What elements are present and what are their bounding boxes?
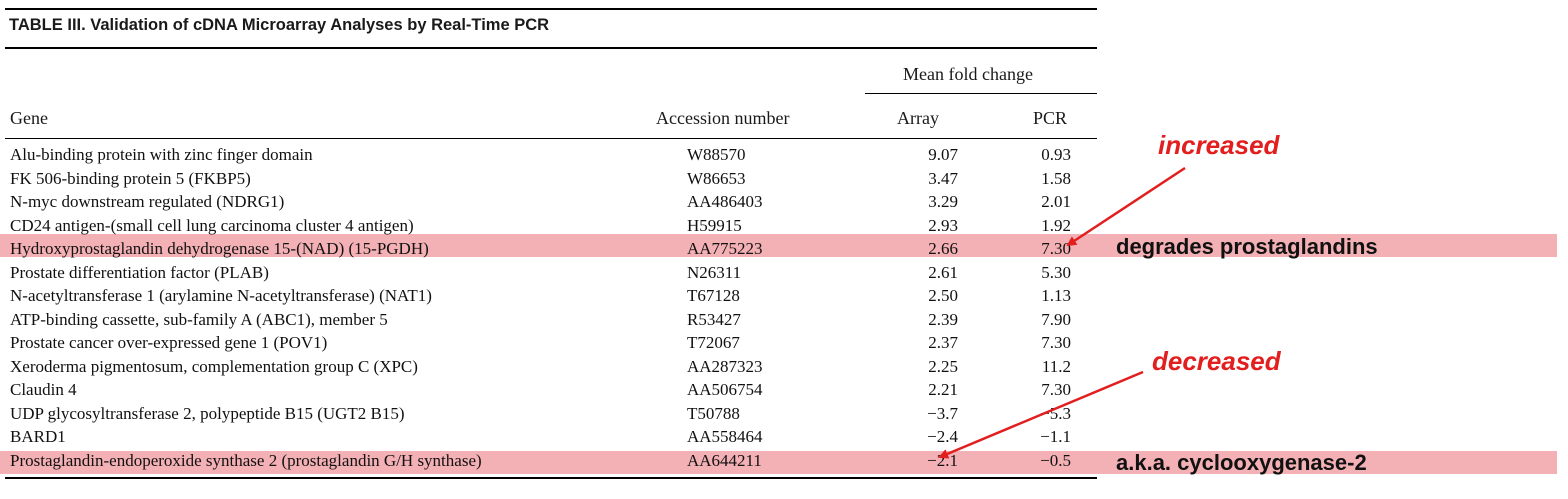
accession-cell: T50788 [687, 403, 740, 423]
array-fold-change-cell: 2.39 [928, 309, 958, 329]
pcr-fold-change-cell: 0.93 [1041, 145, 1071, 164]
decreased-arrow [938, 370, 1144, 459]
gene-cell: Prostate differentiation factor (PLAB) [10, 262, 269, 282]
row-highlight-15-pgdh [0, 234, 1557, 257]
table-caption: TABLE III. Validation of cDNA Microarray… [9, 16, 550, 34]
accession-cell: H59915 [687, 215, 742, 235]
gene-cell: Prostaglandin-endoperoxide synthase 2 (p… [10, 450, 482, 470]
accession-cell: T72067 [687, 333, 740, 352]
gene-cell: FK 506-binding protein 5 (FKBP5) [10, 168, 251, 188]
pcr-fold-change-cell: 1.13 [1041, 286, 1071, 305]
accession-cell: AA506754 [687, 380, 763, 399]
array-fold-change-cell: 2.50 [928, 286, 958, 305]
decreased-label: decreased [1152, 346, 1281, 376]
array-fold-change-cell: 2.61 [928, 262, 958, 282]
table-row: Prostaglandin-endoperoxide synthase 2 (p… [0, 449, 1097, 472]
array-fold-change-cell: −2.1 [927, 450, 958, 470]
pcr-fold-change-cell: 7.90 [1041, 309, 1071, 329]
pcr-fold-change-cell: 1.58 [1041, 168, 1071, 188]
array-fold-change-cell: 3.47 [928, 168, 958, 188]
pcr-fold-change-cell: 5.30 [1041, 262, 1071, 282]
table-row: Alu-binding protein with zinc finger dom… [0, 143, 1097, 166]
table-row: Prostate cancer over-expressed gene 1 (P… [0, 331, 1097, 354]
array-fold-change-cell: −2.4 [927, 427, 958, 446]
array-fold-change-cell: 2.37 [928, 333, 958, 352]
accession-cell: AA558464 [687, 427, 763, 446]
column-header-array: Array [897, 108, 939, 128]
table-row: UDP glycosyltransferase 2, polypeptide B… [0, 402, 1097, 425]
pcr-fold-change-cell: 7.30 [1041, 333, 1071, 352]
pcr-fold-change-cell: −0.5 [1040, 450, 1071, 470]
accession-cell: N26311 [687, 262, 742, 282]
gene-cell: Hydroxyprostaglandin dehydrogenase 15-(N… [10, 239, 429, 258]
gene-cell: Xeroderma pigmentosum, complementation g… [10, 356, 418, 376]
cyclooxygenase-note: a.k.a. cyclooxygenase-2 [1116, 450, 1367, 475]
table-row: BARD1 AA558464 −2.4 −1.1 [0, 425, 1097, 448]
gene-cell: Claudin 4 [10, 380, 77, 399]
column-header-accession: Accession number [656, 108, 790, 128]
gene-cell: CD24 antigen-(small cell lung carcinoma … [10, 215, 414, 235]
table-row: Hydroxyprostaglandin dehydrogenase 15-(N… [0, 237, 1097, 260]
gene-cell: UDP glycosyltransferase 2, polypeptide B… [10, 403, 405, 423]
row-highlight-cox2 [0, 451, 1557, 474]
array-fold-change-cell: 3.29 [928, 192, 958, 211]
table-row: FK 506-binding protein 5 (FKBP5) W86653 3.… [0, 167, 1097, 190]
column-header-gene: Gene [10, 108, 48, 128]
accession-cell: AA287323 [687, 356, 763, 376]
pcr-fold-change-cell: 7.30 [1041, 380, 1071, 399]
table-row: Xeroderma pigmentosum, complementation g… [0, 355, 1097, 378]
gene-cell: Prostate cancer over-expressed gene 1 (P… [10, 333, 328, 352]
array-fold-change-cell: 2.93 [928, 215, 958, 235]
gene-cell: ATP-binding cassette, sub-family A (ABC1… [10, 309, 388, 329]
group-header-mean-fold-change: Mean fold change [903, 64, 1033, 84]
pcr-fold-change-cell: 7.30 [1041, 239, 1071, 258]
accession-cell: R53427 [687, 309, 741, 329]
increased-label: increased [1158, 130, 1280, 160]
table-row: Claudin 4 AA506754 2.21 7.30 [0, 378, 1097, 401]
gene-cell: BARD1 [10, 427, 66, 446]
array-fold-change-cell: 9.07 [928, 145, 958, 164]
pcr-fold-change-cell: −1.1 [1040, 427, 1071, 446]
table-row: CD24 antigen-(small cell lung carcinoma … [0, 214, 1097, 237]
accession-cell: AA486403 [687, 192, 763, 211]
table-row: N-acetyltransferase 1 (arylamine N-acety… [0, 284, 1097, 307]
array-fold-change-cell: 2.21 [928, 380, 958, 399]
gene-cell: N-myc downstream regulated (NDRG1) [10, 192, 285, 211]
bottom-rule [5, 477, 1097, 479]
table-row: N-myc downstream regulated (NDRG1) AA4864… [0, 190, 1097, 213]
accession-cell: AA644211 [687, 450, 762, 470]
array-fold-change-cell: 2.66 [928, 239, 958, 258]
accession-cell: T67128 [687, 286, 740, 305]
pcr-fold-change-cell: 2.01 [1041, 192, 1071, 211]
increased-arrow [1066, 166, 1186, 247]
pcr-fold-change-cell: 1.92 [1041, 215, 1071, 235]
top-rule [5, 8, 1097, 10]
group-header-rule [865, 93, 1097, 94]
gene-cell: N-acetyltransferase 1 (arylamine N-acety… [10, 286, 432, 305]
column-header-pcr: PCR [1033, 108, 1068, 128]
caption-rule [5, 47, 1097, 49]
gene-cell: Alu-binding protein with zinc finger dom… [10, 145, 313, 164]
table-row: ATP-binding cassette, sub-family A (ABC1… [0, 308, 1097, 331]
pcr-fold-change-cell: 11.2 [1041, 356, 1071, 376]
degrades-prostaglandins-note: degrades prostaglandins [1116, 234, 1378, 259]
array-fold-change-cell: 2.25 [928, 356, 958, 376]
accession-cell: W88570 [687, 145, 746, 164]
array-fold-change-cell: −3.7 [927, 403, 958, 423]
pcr-fold-change-cell: −5.3 [1040, 403, 1071, 423]
accession-cell: W86653 [687, 168, 746, 188]
accession-cell: AA775223 [687, 239, 763, 258]
header-rule [5, 138, 1097, 139]
table-row: Prostate differentiation factor (PLAB) N2… [0, 261, 1097, 284]
